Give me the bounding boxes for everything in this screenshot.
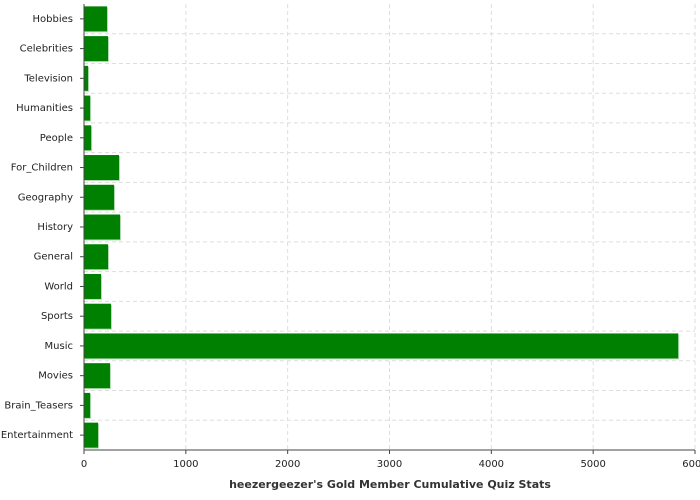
y-tick-label: Humanities bbox=[16, 103, 73, 114]
bar bbox=[84, 244, 109, 270]
y-tick-label: People bbox=[40, 133, 73, 144]
x-tick-label: 3000 bbox=[377, 459, 402, 470]
bar bbox=[84, 184, 115, 210]
bar bbox=[84, 333, 679, 359]
y-tick-label: Geography bbox=[18, 192, 73, 203]
y-tick-label: Sports bbox=[41, 311, 73, 322]
y-tick-label: Movies bbox=[38, 371, 73, 382]
bar bbox=[84, 65, 89, 91]
y-tick-label: Television bbox=[23, 73, 73, 84]
y-tick-label: General bbox=[34, 252, 73, 263]
x-axis-title: heezergeezer's Gold Member Cumulative Qu… bbox=[229, 478, 551, 491]
x-tick-label: 4000 bbox=[479, 459, 504, 470]
bar bbox=[84, 155, 120, 181]
x-tick-label: 6000 bbox=[682, 459, 700, 470]
bar bbox=[84, 392, 91, 418]
y-tick-label: Hobbies bbox=[33, 14, 73, 25]
y-tick-label: Entertainment bbox=[1, 430, 73, 441]
bar bbox=[84, 6, 108, 32]
y-tick-label: Brain_Teasers bbox=[4, 400, 73, 411]
bar bbox=[84, 214, 121, 240]
bar bbox=[84, 95, 91, 121]
bar bbox=[84, 422, 99, 448]
x-tick-label: 5000 bbox=[580, 459, 605, 470]
bar bbox=[84, 363, 110, 389]
bar bbox=[84, 36, 109, 62]
y-tick-label: Music bbox=[45, 341, 73, 352]
bar bbox=[84, 273, 102, 299]
y-tick-label: World bbox=[44, 281, 73, 292]
bar bbox=[84, 303, 111, 329]
bar bbox=[84, 125, 92, 151]
y-tick-label: For_Children bbox=[11, 163, 73, 174]
y-tick-label: Celebrities bbox=[20, 44, 73, 55]
x-tick-label: 2000 bbox=[275, 459, 300, 470]
x-tick-label: 0 bbox=[81, 459, 87, 470]
x-tick-label: 1000 bbox=[173, 459, 198, 470]
y-tick-label: History bbox=[37, 222, 73, 233]
